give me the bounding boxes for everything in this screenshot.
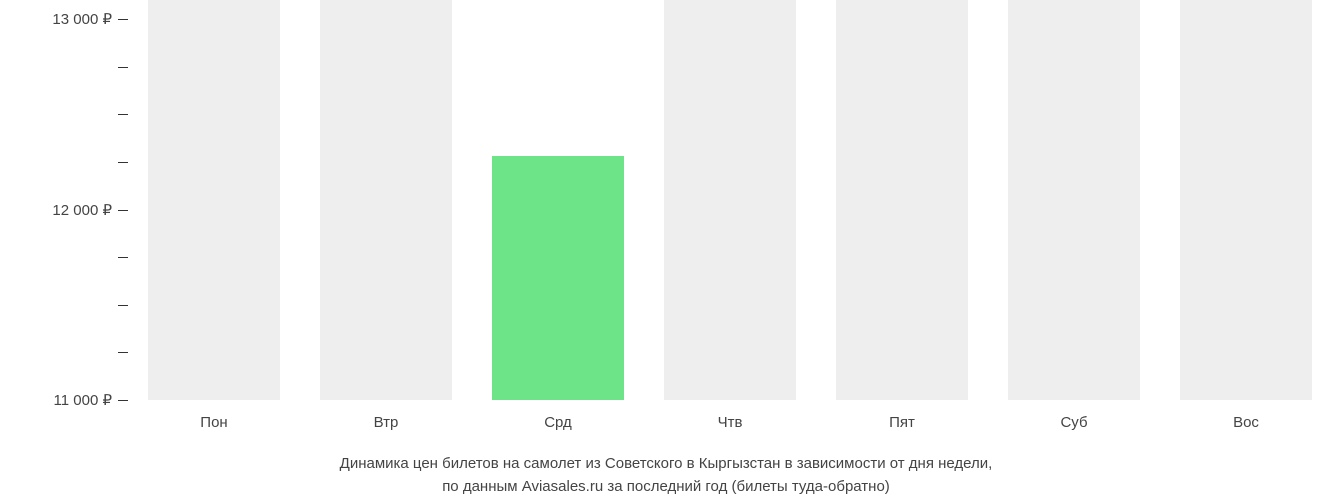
x-axis-label: Втр: [374, 400, 399, 431]
y-tick: [118, 114, 128, 115]
y-tick: [118, 162, 128, 163]
bar-Суб: [1008, 0, 1140, 400]
x-axis-label: Суб: [1060, 400, 1087, 431]
weekday-price-chart: 11 000 ₽ 12 000 ₽ 13 000 ₽ Пон Втр Срд Чтв Пят С…: [0, 0, 1332, 502]
bar-Срд: [492, 156, 624, 400]
y-axis-label: 12 000 ₽: [52, 201, 128, 219]
plot-area: 11 000 ₽12 000 ₽13 000 ₽ПонВтрСрдЧтвПятС…: [128, 0, 1332, 400]
bar-Вос: [1180, 0, 1312, 400]
bar-Пят: [836, 0, 968, 400]
caption-line-2: по данным Aviasales.ru за последний год …: [442, 478, 890, 495]
x-axis-label: Вос: [1233, 400, 1259, 431]
y-axis-label: 13 000 ₽: [52, 10, 128, 28]
x-axis-label: Пят: [889, 400, 915, 431]
x-axis-label: Срд: [544, 400, 572, 431]
caption-line-1: Динамика цен билетов на самолет из Совет…: [340, 455, 993, 472]
bar-Чтв: [664, 0, 796, 400]
x-axis-label: Пон: [200, 400, 227, 431]
x-axis-label: Чтв: [718, 400, 743, 431]
chart-caption: Динамика цен билетов на самолет из Совет…: [0, 452, 1332, 499]
y-tick: [118, 305, 128, 306]
bar-Втр: [320, 0, 452, 400]
y-tick: [118, 352, 128, 353]
y-tick: [118, 67, 128, 68]
y-tick: [118, 257, 128, 258]
bar-Пон: [148, 0, 280, 400]
y-axis-label: 11 000 ₽: [54, 391, 128, 409]
